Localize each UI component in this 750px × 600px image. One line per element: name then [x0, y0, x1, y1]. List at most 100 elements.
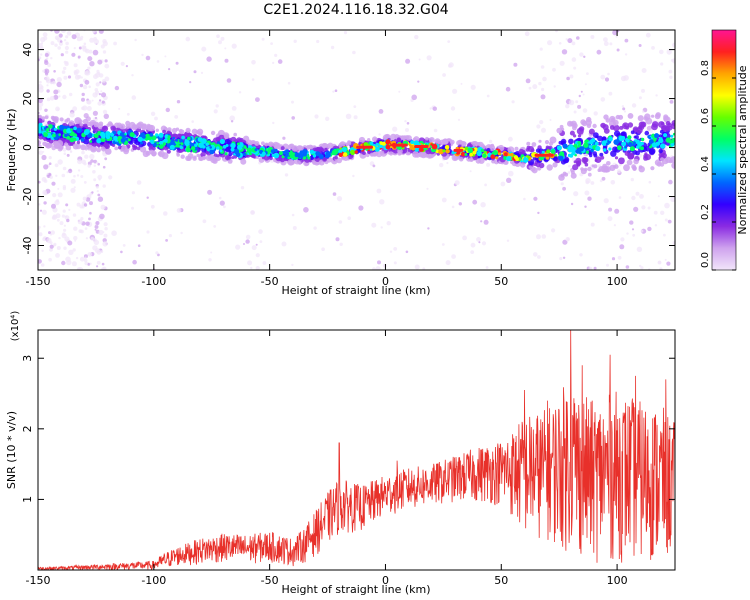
heat-speckle	[50, 81, 53, 85]
heat-cell	[131, 124, 138, 131]
heat-cell	[531, 142, 537, 147]
heat-speckle	[626, 232, 629, 235]
heatmap-marks	[38, 30, 675, 270]
heat-speckle	[537, 255, 541, 259]
heat-cell	[550, 149, 556, 154]
heat-speckle	[62, 94, 67, 100]
heat-cell	[136, 146, 141, 151]
heat-cell	[623, 164, 630, 172]
heat-speckle	[65, 256, 71, 263]
heat-cell	[495, 156, 499, 160]
heat-speckle	[92, 49, 99, 56]
heat-cell	[659, 129, 664, 134]
heat-speckle	[372, 164, 376, 168]
heat-speckle	[352, 174, 355, 178]
snr-marks	[38, 330, 675, 570]
heat-speckle	[97, 59, 103, 65]
heat-speckle	[213, 109, 218, 114]
heat-speckle	[150, 111, 156, 117]
heat-speckle	[513, 62, 518, 67]
heat-speckle	[111, 230, 117, 236]
heat-speckle	[639, 194, 644, 199]
heat-cell	[334, 155, 338, 160]
heat-speckle	[488, 139, 493, 144]
colorbar-gradient	[711, 29, 737, 271]
heat-speckle	[38, 43, 43, 49]
heat-speckle	[562, 256, 566, 259]
heat-speckle	[432, 106, 437, 111]
heat-cell	[291, 145, 299, 152]
heat-speckle	[657, 260, 662, 265]
y-tick-label: 2	[21, 425, 34, 432]
heat-speckle	[619, 164, 622, 167]
heat-speckle	[82, 47, 87, 52]
heat-cell	[149, 133, 154, 137]
heat-cell	[442, 149, 446, 153]
heat-speckle	[136, 180, 142, 185]
heat-cell	[583, 160, 587, 165]
heat-cell	[483, 150, 487, 154]
heat-speckle	[672, 58, 675, 64]
bottom-y-ticks: 1 2 3	[21, 355, 675, 503]
heat-speckle	[666, 261, 671, 266]
heat-cell	[627, 113, 634, 119]
heat-speckle	[93, 39, 100, 45]
heat-speckle	[51, 181, 56, 186]
heat-speckle	[81, 97, 85, 102]
heat-cell	[665, 137, 672, 143]
heat-speckle	[433, 128, 438, 133]
heat-cell	[271, 153, 275, 157]
x-tick-label: 100	[607, 574, 628, 587]
heat-speckle	[562, 186, 566, 191]
heat-speckle	[541, 234, 547, 239]
heat-speckle	[523, 197, 526, 201]
heat-speckle	[448, 62, 454, 68]
heat-speckle	[94, 228, 97, 231]
heat-speckle	[44, 60, 49, 65]
heat-speckle	[429, 107, 432, 110]
heat-speckle	[427, 227, 430, 230]
heat-cell	[52, 133, 56, 138]
heat-speckle	[51, 203, 56, 209]
heat-cell	[594, 159, 598, 162]
heat-speckle	[659, 49, 664, 55]
heat-speckle	[277, 59, 283, 64]
heat-cell	[586, 116, 592, 123]
heat-speckle	[620, 237, 625, 242]
heat-speckle	[38, 193, 41, 196]
y-tick-label: 3	[21, 355, 34, 362]
heat-speckle	[539, 120, 544, 125]
heat-speckle	[63, 228, 67, 232]
heat-speckle	[125, 65, 128, 68]
top-y-axis-label: Frequency (Hz)	[5, 109, 18, 192]
heat-speckle	[511, 100, 515, 104]
heat-speckle	[668, 179, 673, 185]
heat-cell	[602, 163, 607, 169]
heat-cell	[546, 164, 553, 171]
heat-cell	[660, 157, 665, 162]
heat-speckle	[219, 200, 225, 206]
heat-cell	[209, 144, 216, 150]
heat-speckle	[176, 208, 182, 213]
heat-speckle	[540, 65, 545, 69]
heat-speckle	[39, 80, 42, 84]
heat-speckle	[46, 84, 49, 87]
heat-cell	[367, 138, 371, 142]
heat-speckle	[451, 205, 455, 209]
heat-speckle	[633, 206, 639, 212]
heat-speckle	[96, 69, 100, 73]
heat-speckle	[99, 213, 105, 220]
heat-speckle	[84, 154, 89, 159]
heat-speckle	[470, 250, 475, 255]
heat-cell	[191, 128, 198, 135]
heat-cell	[580, 167, 584, 171]
heat-cell	[654, 133, 660, 139]
heat-cell	[577, 141, 582, 145]
heat-speckle	[54, 163, 59, 168]
heat-cell	[167, 135, 171, 139]
heat-cell	[671, 137, 675, 142]
heat-cell	[48, 124, 53, 129]
heat-speckle	[551, 228, 556, 233]
heat-cell	[307, 156, 311, 160]
heat-speckle	[243, 243, 245, 245]
